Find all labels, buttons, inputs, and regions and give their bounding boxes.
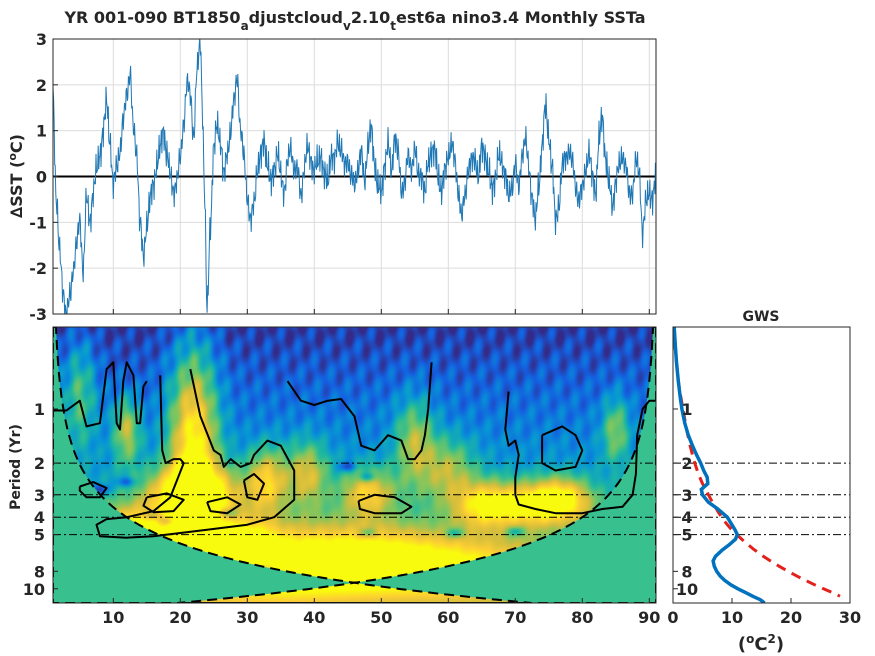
gws-axes-background bbox=[673, 327, 850, 603]
wavelet-x-tick-label: 80 bbox=[571, 608, 593, 627]
sst-anomaly-line bbox=[53, 39, 656, 314]
wavelet-y-tick-label: 8 bbox=[34, 562, 45, 581]
wavelet-x-tick-label: 30 bbox=[236, 608, 258, 627]
sst-y-label: ∆SST (oC) bbox=[6, 134, 26, 218]
gws-y-tick-label: 2 bbox=[681, 454, 692, 473]
wavelet-x-tick-label: 70 bbox=[504, 608, 526, 627]
significance-contour bbox=[78, 481, 108, 499]
sst-panel: 3 2 1 0 -1 -2 -3 ∆SST (oC) bbox=[6, 30, 657, 324]
gws-x-tick-label: 20 bbox=[780, 608, 802, 627]
sst-y-tick-label: 2 bbox=[36, 76, 47, 95]
wavelet-x-tick-label: 50 bbox=[370, 608, 392, 627]
wavelet-y-tick-label: 5 bbox=[34, 526, 45, 545]
significance-contour bbox=[504, 391, 656, 515]
wavelet-y-label: Period (Yr) bbox=[8, 424, 24, 510]
gws-y-tick-label: 4 bbox=[681, 508, 692, 527]
gws-x-label: (oC2) bbox=[738, 632, 784, 655]
sst-x-ticks bbox=[112, 309, 650, 314]
wavelet-y-tick-label: 10 bbox=[23, 580, 45, 599]
gws-y-tick-label: 3 bbox=[681, 486, 692, 505]
gws-y-tick-label: 10 bbox=[676, 580, 698, 599]
reference-period-lines bbox=[53, 462, 656, 536]
sst-y-tick-label: 1 bbox=[36, 122, 47, 141]
wavelet-y-tick-label: 3 bbox=[34, 486, 45, 505]
gws-power-line bbox=[673, 327, 766, 603]
wavelet-x-ticks: 10 20 30 40 50 60 70 80 90 bbox=[102, 598, 660, 627]
wavelet-x-tick-label: 40 bbox=[303, 608, 325, 627]
gws-x-tick-label: 30 bbox=[839, 608, 861, 627]
sst-y-tick-label: -2 bbox=[29, 259, 47, 278]
wavelet-x-tick-label: 90 bbox=[638, 608, 660, 627]
sst-y-tick-label: -3 bbox=[29, 305, 47, 324]
wavelet-axes-frame bbox=[52, 326, 657, 604]
significance-contour bbox=[53, 361, 148, 431]
sst-y-tick-label: 0 bbox=[36, 168, 47, 187]
wavelet-y-tick-label: 1 bbox=[34, 400, 45, 419]
wavelet-x-tick-label: 10 bbox=[102, 608, 124, 627]
chart-title: YR 001-090 BT1850adjustcloudv2.10test6a … bbox=[63, 8, 645, 33]
gws-x-ticks: 0 10 20 30 bbox=[667, 598, 861, 627]
wavelet-x-tick-label: 20 bbox=[169, 608, 191, 627]
gws-x-tick-label: 0 bbox=[667, 608, 678, 627]
significance-contour bbox=[142, 492, 185, 514]
significance-contours bbox=[53, 361, 656, 539]
sst-y-tick-label: 3 bbox=[36, 30, 47, 49]
wavelet-x-tick-label: 60 bbox=[437, 608, 459, 627]
gws-y-ticks: 1 2 3 45 810 bbox=[673, 400, 698, 599]
gws-axes-frame bbox=[672, 326, 851, 604]
wavelet-y-tick-label: 4 bbox=[34, 508, 45, 527]
gws-reference-lines bbox=[673, 462, 850, 536]
cone-of-influence bbox=[53, 327, 656, 603]
gws-y-tick-label: 8 bbox=[681, 562, 692, 581]
wavelet-y-tick-label: 2 bbox=[34, 454, 45, 473]
wavelet-y-ticks: 1 2 3 45 810 bbox=[23, 400, 58, 599]
gws-x-tick-label: 10 bbox=[721, 608, 743, 627]
significance-contour bbox=[206, 496, 242, 515]
significance-contour bbox=[541, 425, 584, 472]
gws-significance-line bbox=[673, 327, 841, 598]
gws-title: GWS bbox=[742, 309, 779, 325]
sst-y-tick-label: -1 bbox=[29, 213, 47, 232]
gws-y-tick-label: 1 bbox=[681, 400, 692, 419]
sst-y-ticks: 3 2 1 0 -1 -2 -3 bbox=[29, 30, 58, 324]
significance-contour bbox=[286, 362, 433, 461]
gws-y-tick-label: 5 bbox=[681, 526, 692, 545]
